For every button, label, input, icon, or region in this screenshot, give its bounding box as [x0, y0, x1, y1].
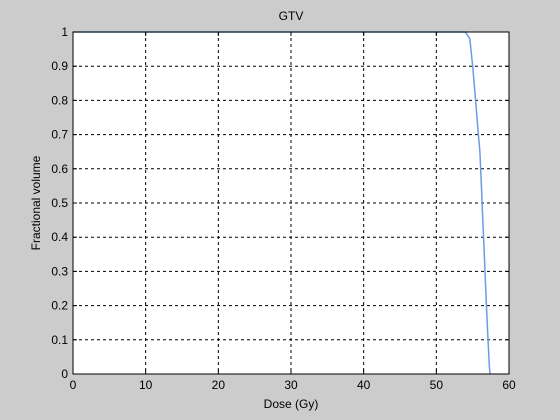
x-axis-label: Dose (Gy) [264, 397, 319, 411]
ticks [72, 31, 510, 375]
x-tick-label: 30 [284, 378, 298, 392]
y-tick-label: 0.9 [51, 59, 68, 73]
y-tick-label: 0.2 [51, 299, 68, 313]
y-tick-label: 0.3 [51, 264, 68, 278]
x-tick-label: 50 [430, 378, 444, 392]
x-tick-label: 20 [212, 378, 226, 392]
series-layer [73, 31, 491, 375]
y-tick-label: 1 [61, 25, 68, 39]
x-tick-label: 60 [502, 378, 516, 392]
y-tick-label: 0.1 [51, 333, 68, 347]
series-line-0 [73, 31, 491, 375]
y-tick-label: 0 [61, 367, 68, 381]
y-tick-label: 0.5 [51, 196, 68, 210]
x-tick-label: 0 [70, 378, 77, 392]
grid [73, 32, 509, 374]
y-tick-label: 0.8 [51, 93, 68, 107]
x-tick-label: 40 [357, 378, 371, 392]
y-tick-labels: 0 0.1 0.2 0.3 0.4 0.5 0.6 0.7 0.8 0.9 1 [51, 25, 68, 381]
y-tick-label: 0.6 [51, 162, 68, 176]
x-tick-labels: 0 10 20 30 40 50 60 [70, 378, 516, 392]
chart-title: GTV [279, 9, 304, 23]
y-tick-label: 0.7 [51, 128, 68, 142]
y-axis-label: Fractional volume [29, 155, 43, 250]
x-tick-label: 10 [139, 378, 153, 392]
y-tick-label: 0.4 [51, 230, 68, 244]
